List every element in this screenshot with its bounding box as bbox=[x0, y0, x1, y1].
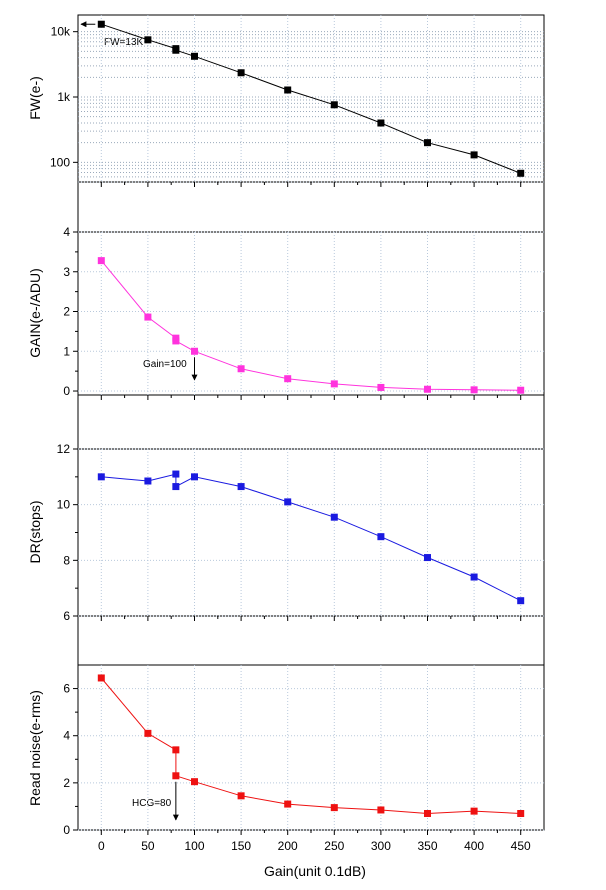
xtick-label-0: 0 bbox=[98, 839, 105, 853]
data-point-read-noise-2 bbox=[172, 746, 180, 754]
xtick-label-5: 250 bbox=[324, 839, 344, 853]
data-point-gain-9 bbox=[424, 385, 431, 393]
ytick-label-read-noise-3: 6 bbox=[63, 682, 70, 696]
annotation-read-noise: HCG=80 bbox=[132, 798, 172, 809]
data-point-dynamic-range-5 bbox=[237, 483, 245, 491]
data-point-gain-1 bbox=[144, 313, 152, 321]
data-point-dynamic-range-7 bbox=[330, 513, 338, 521]
data-point-read-noise-9 bbox=[424, 810, 431, 817]
data-point-dynamic-range-9 bbox=[424, 554, 431, 562]
series-line-gain bbox=[100, 260, 521, 391]
series-line-read-noise bbox=[100, 677, 521, 815]
ylabel-dynamic-range: DR(stops) bbox=[27, 500, 43, 563]
data-point-read-noise-4 bbox=[191, 778, 198, 786]
ytick-label-gain-3: 3 bbox=[63, 265, 70, 279]
ytick-label-dynamic-range-0: 6 bbox=[63, 609, 70, 623]
data-point-dynamic-range-4 bbox=[191, 473, 198, 481]
xtick-label-1: 50 bbox=[141, 839, 155, 853]
ytick-label-full-well-1: 1k bbox=[57, 90, 71, 104]
data-point-read-noise-5 bbox=[237, 792, 245, 800]
data-point-full-well-8 bbox=[377, 119, 385, 127]
xtick-label-3: 150 bbox=[231, 839, 251, 853]
data-point-dynamic-range-8 bbox=[377, 533, 385, 541]
ytick-label-read-noise-0: 0 bbox=[63, 823, 70, 837]
data-point-full-well-10 bbox=[470, 151, 478, 159]
data-point-read-noise-1 bbox=[144, 729, 152, 737]
data-point-gain-6 bbox=[284, 375, 292, 383]
data-point-read-noise-7 bbox=[330, 804, 338, 812]
xtick-label-4: 200 bbox=[278, 839, 298, 853]
data-point-read-noise-11 bbox=[517, 810, 525, 817]
annotation-full-well: FW=13K bbox=[104, 37, 144, 48]
ytick-label-read-noise-1: 2 bbox=[63, 776, 70, 790]
ytick-label-full-well-0: 100 bbox=[50, 155, 70, 169]
ytick-label-dynamic-range-2: 10 bbox=[57, 498, 71, 512]
data-point-dynamic-range-1 bbox=[144, 477, 152, 485]
data-point-dynamic-range-0 bbox=[97, 473, 105, 481]
ytick-label-dynamic-range-3: 12 bbox=[57, 442, 71, 456]
ytick-label-gain-1: 1 bbox=[63, 344, 70, 358]
ytick-label-dynamic-range-1: 8 bbox=[63, 553, 70, 567]
series-line-full-well bbox=[101, 23, 521, 174]
xtick-label-7: 350 bbox=[417, 839, 437, 853]
ylabel-read-noise: Read noise(e-rms) bbox=[27, 690, 43, 806]
data-point-gain-7 bbox=[330, 380, 338, 388]
data-point-gain-3 bbox=[172, 337, 180, 345]
data-point-full-well-5 bbox=[237, 69, 245, 77]
ytick-label-gain-2: 2 bbox=[63, 305, 70, 319]
ytick-label-gain-4: 4 bbox=[63, 225, 70, 239]
annotation-gain: Gain=100 bbox=[143, 359, 187, 370]
data-point-full-well-7 bbox=[330, 101, 338, 109]
xtick-label-9: 450 bbox=[511, 839, 531, 853]
data-point-full-well-0 bbox=[97, 20, 105, 28]
data-point-gain-11 bbox=[517, 386, 525, 394]
data-point-dynamic-range-6 bbox=[284, 498, 292, 506]
data-point-gain-4 bbox=[191, 347, 198, 355]
data-point-full-well-6 bbox=[284, 86, 292, 94]
ytick-label-gain-0: 0 bbox=[63, 384, 70, 398]
ytick-label-full-well-2: 10k bbox=[51, 25, 71, 39]
data-point-full-well-11 bbox=[517, 169, 525, 177]
data-point-dynamic-range-10 bbox=[470, 573, 478, 581]
data-point-read-noise-0 bbox=[97, 674, 105, 682]
ytick-label-read-noise-2: 4 bbox=[63, 729, 70, 743]
data-point-full-well-1 bbox=[144, 36, 152, 44]
data-point-full-well-9 bbox=[424, 139, 431, 147]
data-point-read-noise-10 bbox=[470, 807, 478, 815]
xtick-label-2: 100 bbox=[184, 839, 204, 853]
xlabel: Gain(unit 0.1dB) bbox=[264, 863, 366, 879]
data-point-dynamic-range-2 bbox=[172, 470, 180, 478]
data-point-gain-8 bbox=[377, 383, 385, 391]
data-point-gain-5 bbox=[237, 365, 245, 373]
xtick-label-6: 300 bbox=[371, 839, 391, 853]
data-point-gain-0 bbox=[97, 257, 105, 265]
data-point-gain-10 bbox=[470, 386, 478, 394]
data-point-full-well-3 bbox=[172, 46, 180, 54]
data-point-read-noise-6 bbox=[284, 800, 292, 808]
data-point-dynamic-range-3 bbox=[172, 483, 180, 491]
series-line-dynamic-range bbox=[101, 473, 521, 602]
data-point-dynamic-range-11 bbox=[517, 597, 525, 605]
xtick-label-8: 400 bbox=[464, 839, 484, 853]
ylabel-full-well: FW(e-) bbox=[27, 76, 43, 120]
data-point-read-noise-8 bbox=[377, 806, 385, 814]
data-point-full-well-4 bbox=[191, 52, 198, 60]
ylabel-gain: GAIN(e-/ADU) bbox=[27, 268, 43, 357]
data-point-read-noise-3 bbox=[172, 772, 180, 780]
